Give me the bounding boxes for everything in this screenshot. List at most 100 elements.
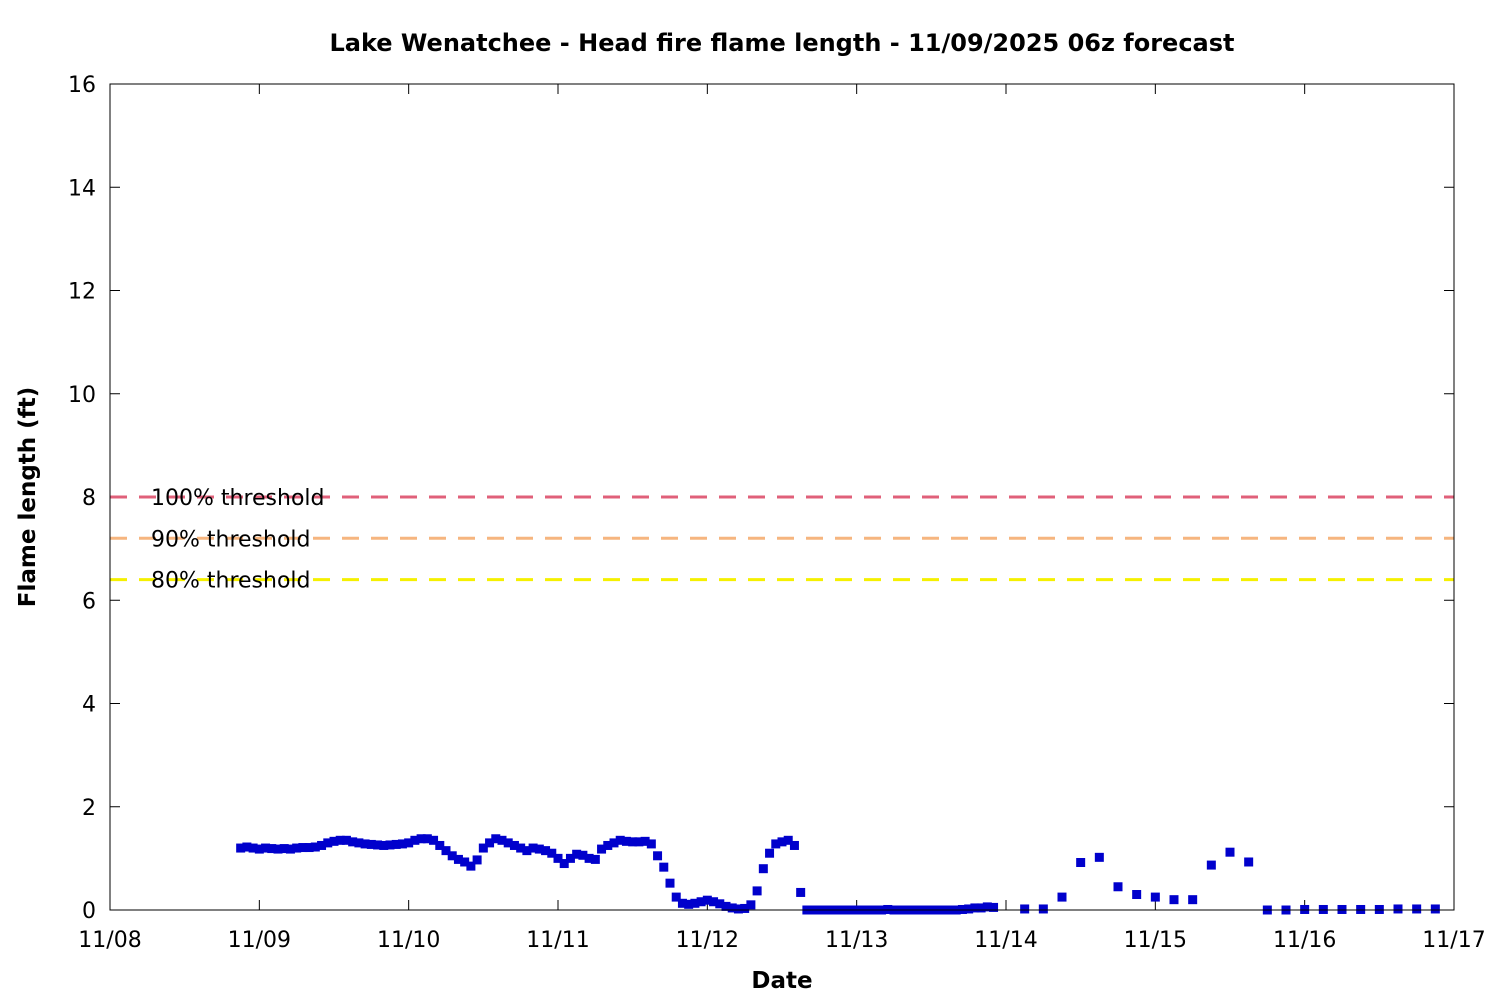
data-point [1244,857,1254,867]
data-point [1188,895,1198,905]
data-point [242,842,252,852]
threshold-label: 100% threshold [151,486,325,511]
data-point [541,846,551,856]
data-point [472,855,482,865]
y-tick-label: 0 [82,899,96,924]
y-tick-label: 16 [68,73,96,98]
data-point [341,835,351,845]
x-tick-label: 11/16 [1273,928,1336,953]
data-point [416,834,426,844]
x-tick-label: 11/10 [377,928,440,953]
data-point [1356,904,1366,914]
data-point [677,898,687,908]
x-tick-label: 11/12 [676,928,739,953]
y-tick-label: 12 [68,280,96,305]
data-point [777,837,787,847]
data-point [789,840,799,850]
data-point [883,904,893,914]
data-point [1057,892,1067,902]
data-point [765,848,775,858]
data-point [976,903,986,913]
data-point [478,843,488,853]
data-point [752,886,762,896]
data-point [304,843,314,853]
data-point [1393,904,1403,914]
x-tick-label: 11/13 [825,928,888,953]
data-point [665,878,675,888]
data-point [1020,904,1030,914]
data-point [715,899,725,909]
data-point [727,903,737,913]
x-tick-label: 11/14 [974,928,1037,953]
x-axis-label: Date [751,968,812,994]
data-point [1150,892,1160,902]
data-point [404,838,414,848]
axis-ticks: 0 2 4 6 8 10 12 14 16 11/08 11/09 11/10 11/11 11/12 11… [68,73,1486,953]
data-point [1094,852,1104,862]
data-point [1374,904,1384,914]
y-tick-label: 2 [82,796,96,821]
data-point [1206,860,1216,870]
data-point [534,844,544,854]
data-point [509,840,519,850]
data-point [559,859,569,869]
data-point [348,837,358,847]
data-point [497,835,507,845]
data-point [261,843,271,853]
data-point [640,836,650,846]
data-point [422,834,432,844]
data-point [298,843,308,853]
data-point [646,839,656,849]
data-point [491,834,501,844]
data-point [360,839,370,849]
data-point [628,837,638,847]
data-point [373,840,383,850]
data-point [335,835,345,845]
data-point [310,842,320,852]
data-point [1412,904,1422,914]
x-tick-label: 11/15 [1124,928,1187,953]
data-point [285,844,295,854]
y-tick-label: 14 [68,176,96,201]
data-point [460,857,470,867]
data-point [317,840,327,850]
data-point [366,839,376,849]
data-point [783,835,793,845]
x-tick-label: 11/08 [78,928,141,953]
data-point [982,902,992,912]
data-point [659,862,669,872]
y-tick-label: 8 [82,486,96,511]
data-point [379,840,389,850]
data-point [590,854,600,864]
x-tick-label: 11/11 [526,928,589,953]
data-point [503,838,513,848]
data-point [621,836,631,846]
data-point [1430,904,1440,914]
threshold-label: 90% threshold [151,527,311,552]
data-point [391,839,401,849]
data-point [696,897,706,907]
data-point [671,892,681,902]
data-point [329,836,339,846]
data-point [1132,890,1142,900]
threshold-lines: 100% threshold 90% threshold 80% threshold [110,486,1454,594]
data-point [254,844,264,854]
data-point [248,843,258,853]
data-point [1113,882,1123,892]
data-point [690,898,700,908]
data-point [441,846,451,856]
data-point [547,848,557,858]
data-point [578,850,588,860]
data-point [721,901,731,911]
data-point [528,843,538,853]
data-point [516,843,526,853]
data-point [1300,904,1310,914]
x-tick-label: 11/09 [228,928,291,953]
data-point [292,843,302,853]
data-point [970,903,980,913]
data-point [684,899,694,909]
data-point [1038,904,1048,914]
data-point [267,844,277,854]
y-tick-label: 4 [82,693,96,718]
